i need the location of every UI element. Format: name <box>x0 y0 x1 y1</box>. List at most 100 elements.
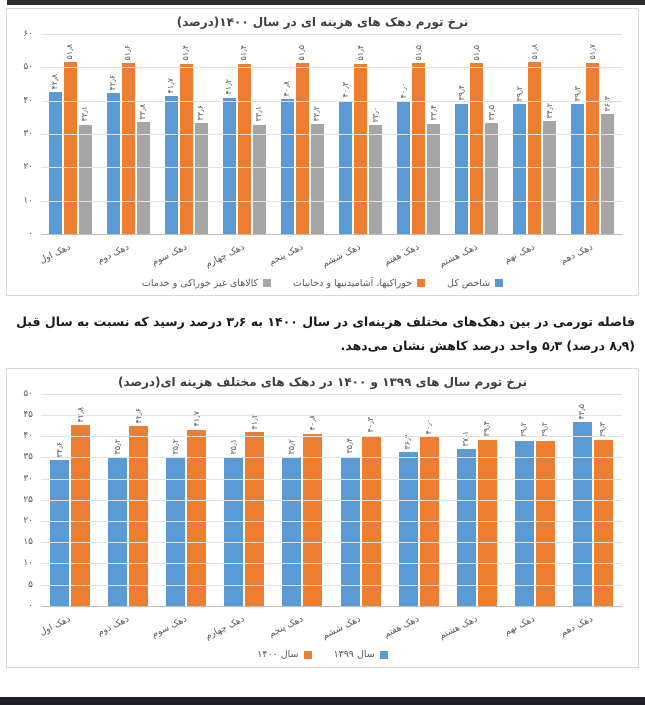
y-axis-tick: ۴۵ <box>23 409 33 420</box>
category-slot: دهک اول <box>38 609 99 645</box>
chart-title: نرخ تورم دهک های هزینه ای در سال ۱۴۰۰(در… <box>176 15 469 29</box>
bar <box>535 440 555 607</box>
bar-slot: ۳۳٫۴ <box>427 105 441 235</box>
bar <box>194 123 208 235</box>
bar-slot: ۳۹٫۲ <box>535 422 555 607</box>
legend: سال ۱۳۹۹ سال ۱۴۰۰ <box>11 645 634 665</box>
bar <box>179 63 193 235</box>
bar-group: ۳۵٫۲ ۴۲٫۶ <box>99 395 157 607</box>
bar <box>514 440 534 607</box>
y-axis-tick: ۳۵ <box>23 452 33 463</box>
category-label: دهک اول <box>38 614 73 638</box>
bar-value-label: ۳۵٫۱ <box>228 439 238 455</box>
plot-area: ۰ ۱۰ ۲۰ ۳۰ ۴۰ ۵۰ ۶۰ ۴۲٫۸ ۵۱٫۸ ۳۳٫۱ ۴۲٫۶ ۵۱٫۶ ۳۳٫۸ ۴۱… <box>23 29 622 239</box>
bar-slot: ۳۹٫۳ <box>593 422 613 607</box>
legend-label: شاخص کل <box>447 277 491 289</box>
top-divider-bar <box>7 0 645 5</box>
bar <box>470 63 484 235</box>
bar-value-label: ۳۵٫۲ <box>112 439 122 455</box>
y-axis-tick: ۱۰ <box>23 195 33 206</box>
bar <box>136 122 150 235</box>
bar-slot: ۴۲٫۸ <box>71 407 91 607</box>
category-slot: دهک نهم <box>504 609 564 645</box>
gridline <box>41 520 622 522</box>
bar-slot: ۴۱٫۷ <box>164 78 178 235</box>
bar-value-label: ۳۶٫۳ <box>602 95 612 112</box>
y-axis-tick: ۵ <box>28 579 33 590</box>
bar-value-label: ۳۳٫۶ <box>196 104 206 121</box>
bar <box>513 104 527 235</box>
year-comparison-inflation-chart: نرخ تورم سال های ۱۳۹۹ و ۱۴۰۰ در دهک های … <box>6 367 639 668</box>
gridline <box>41 605 622 607</box>
bar <box>419 437 439 607</box>
bar <box>528 62 542 235</box>
bar-group: ۳۶٫۴ ۴۰٫۰ <box>390 395 448 607</box>
bar-slot: ۵۱٫۴ <box>354 45 368 235</box>
bar-value-label: ۳۳٫۱ <box>80 106 90 122</box>
bar-slot: ۵۱٫۸ <box>63 44 77 235</box>
bar <box>63 62 77 235</box>
category-label: دهک دوم <box>95 614 131 638</box>
chart-title: نرخ تورم سال های ۱۳۹۹ و ۱۴۰۰ در دهک های … <box>117 374 528 389</box>
bar-group: ۴۰٫۸ ۵۱٫۵ ۳۳٫۲ <box>273 35 331 235</box>
bar-value-label: ۳۴٫۲ <box>544 102 554 119</box>
bar <box>295 63 309 235</box>
bar-slot: ۴۲٫۸ <box>48 74 62 235</box>
y-axis-tick: ۳۰ <box>23 473 33 484</box>
bar <box>427 123 441 235</box>
bar <box>129 426 149 607</box>
bar-slot: ۳۵٫۲ <box>282 439 302 607</box>
bar-groups: ۳۴٫۶ ۴۲٫۸ ۳۵٫۲ ۴۲٫۶ ۳۵٫۲ ۴۱٫۷ ۳۵٫۱ ۴۱٫۲ ۳۵٫۲ ۴۰٫۸… <box>41 395 622 607</box>
bar-value-label: ۳۹٫۲ <box>514 85 524 102</box>
bar-slot: ۳۳٫۲ <box>310 106 324 235</box>
bar <box>245 432 265 607</box>
legend-item: سال ۱۴۰۰ <box>257 649 312 660</box>
bar-value-label: ۴۰٫۳ <box>366 417 376 433</box>
bar <box>78 124 92 235</box>
bar-value-label: ۳۹٫۴ <box>456 85 466 101</box>
y-axis-tick: ۶۰ <box>23 29 33 39</box>
bar-group: ۳۹٫۴ ۵۱٫۵ ۳۳٫۵ <box>448 35 506 235</box>
bar-value-label: ۴۰٫۸ <box>307 415 317 431</box>
bar-slot: ۳۳٫۶ <box>194 105 208 235</box>
legend-marker-icon <box>263 279 272 287</box>
bar-group: ۳۹٫۲ ۵۱٫۸ ۳۴٫۲ <box>506 35 564 235</box>
bar <box>108 457 128 607</box>
bar-slot: ۴۲٫۶ <box>129 408 149 607</box>
bar <box>593 440 613 607</box>
bar-slot: ۵۱٫۸ <box>528 44 542 235</box>
bar-slot: ۳۳٫۵ <box>485 105 499 235</box>
bar <box>485 123 499 235</box>
bar-slot: ۳۹٫۴ <box>477 421 497 607</box>
legend-marker-icon <box>417 279 425 287</box>
note-paragraph: فاصله تورمی در بین دهک‌های مختلف هزینه‌ا… <box>16 314 635 354</box>
bar <box>71 425 91 607</box>
bar-value-label: ۴۲٫۸ <box>50 73 60 90</box>
bar-group: ۴۰٫۳ ۵۱٫۴ ۳۳٫۰ <box>331 35 389 235</box>
gridline <box>41 436 622 438</box>
bar <box>354 63 368 235</box>
bar <box>369 125 383 235</box>
bar <box>252 124 266 235</box>
category-label: دهک دوم <box>95 242 131 267</box>
bar <box>50 460 70 607</box>
x-axis-categories: دهک اول دهک دوم دهک سوم دهک چهارم دهک پنجم ده… <box>38 237 622 273</box>
bar-group: ۳۵٫۲ ۴۰٫۸ <box>273 395 331 607</box>
bar-slot: ۳۳٫۸ <box>136 104 150 235</box>
category-slot: دهک چهارم <box>204 609 273 645</box>
bar-slot: ۵۱٫۵ <box>412 45 426 235</box>
bar <box>310 124 324 235</box>
bar-group: ۴۰٫۰ ۵۱٫۵ ۳۳٫۴ <box>390 35 448 235</box>
y-axis: ۰ ۵ ۱۰ ۱۵ ۲۰ ۲۵ ۳۰ ۳۵ ۴۰ ۴۵ ۵۰ <box>11 389 37 611</box>
bar-group: ۴۲٫۶ ۵۱٫۶ ۳۳٫۸ <box>99 35 157 235</box>
gridline <box>41 67 622 69</box>
bar-value-label: ۳۵٫۲ <box>286 439 296 455</box>
bar-group: ۳۹٫۲ ۳۹٫۲ <box>506 395 564 607</box>
legend-item: شاخص کل <box>447 277 504 289</box>
bar-value-label: ۵۱٫۴ <box>355 45 365 61</box>
bar <box>121 63 135 235</box>
bar-slot: ۳۵٫۴ <box>340 438 360 607</box>
bar-value-label: ۴۱٫۷ <box>191 411 201 427</box>
